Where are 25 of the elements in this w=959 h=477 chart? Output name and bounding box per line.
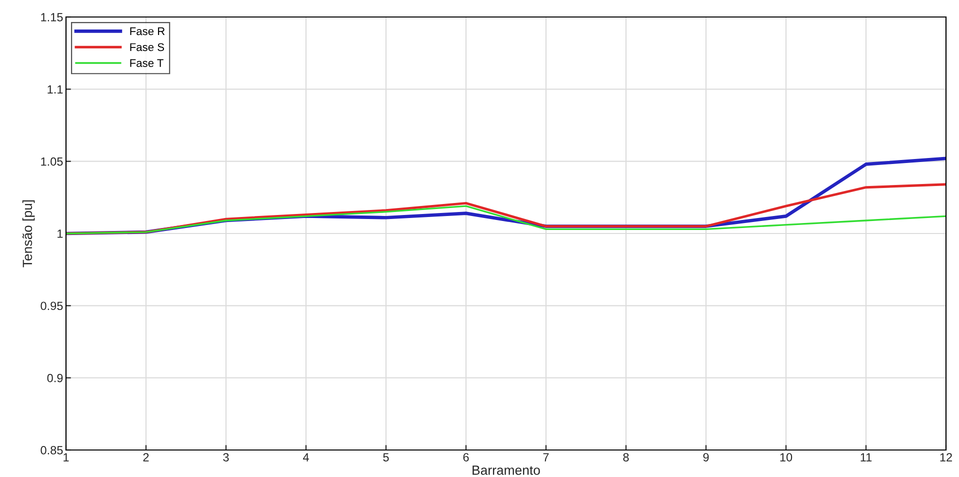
x-tick-label: 9 <box>703 453 709 462</box>
x-tick-label: 6 <box>463 453 469 462</box>
x-tick-label: 12 <box>940 453 952 462</box>
x-tick-label: 5 <box>383 453 389 462</box>
y-tick-label: 0.9 <box>47 374 63 382</box>
y-tick-label: 1.15 <box>41 13 63 22</box>
y-tick-label: 0.85 <box>40 446 63 454</box>
legend-label: Fase R <box>130 27 165 36</box>
line-series <box>66 205 946 234</box>
legend-label: Fase S <box>130 43 164 52</box>
x-tick-label: 1 <box>64 453 69 462</box>
x-tick-label: 4 <box>302 453 309 462</box>
x-axis-title: Barramento <box>472 466 540 475</box>
y-axis-title: Tensão [pu] <box>22 200 35 268</box>
x-tick-label: 3 <box>223 453 229 462</box>
x-tick-label: 8 <box>623 453 629 462</box>
y-tick-label: 0.95 <box>40 302 63 310</box>
x-tick-label: 2 <box>143 453 149 462</box>
y-tick-label: 1.1 <box>48 85 63 94</box>
legend-label: Fase T <box>130 59 164 67</box>
x-tick-label: 10 <box>780 453 792 462</box>
x-tick-label: 11 <box>860 453 872 462</box>
y-tick-label: 1.05 <box>41 157 63 166</box>
x-tick-label: 7 <box>543 453 549 462</box>
y-tick-label: 1 <box>58 230 63 238</box>
